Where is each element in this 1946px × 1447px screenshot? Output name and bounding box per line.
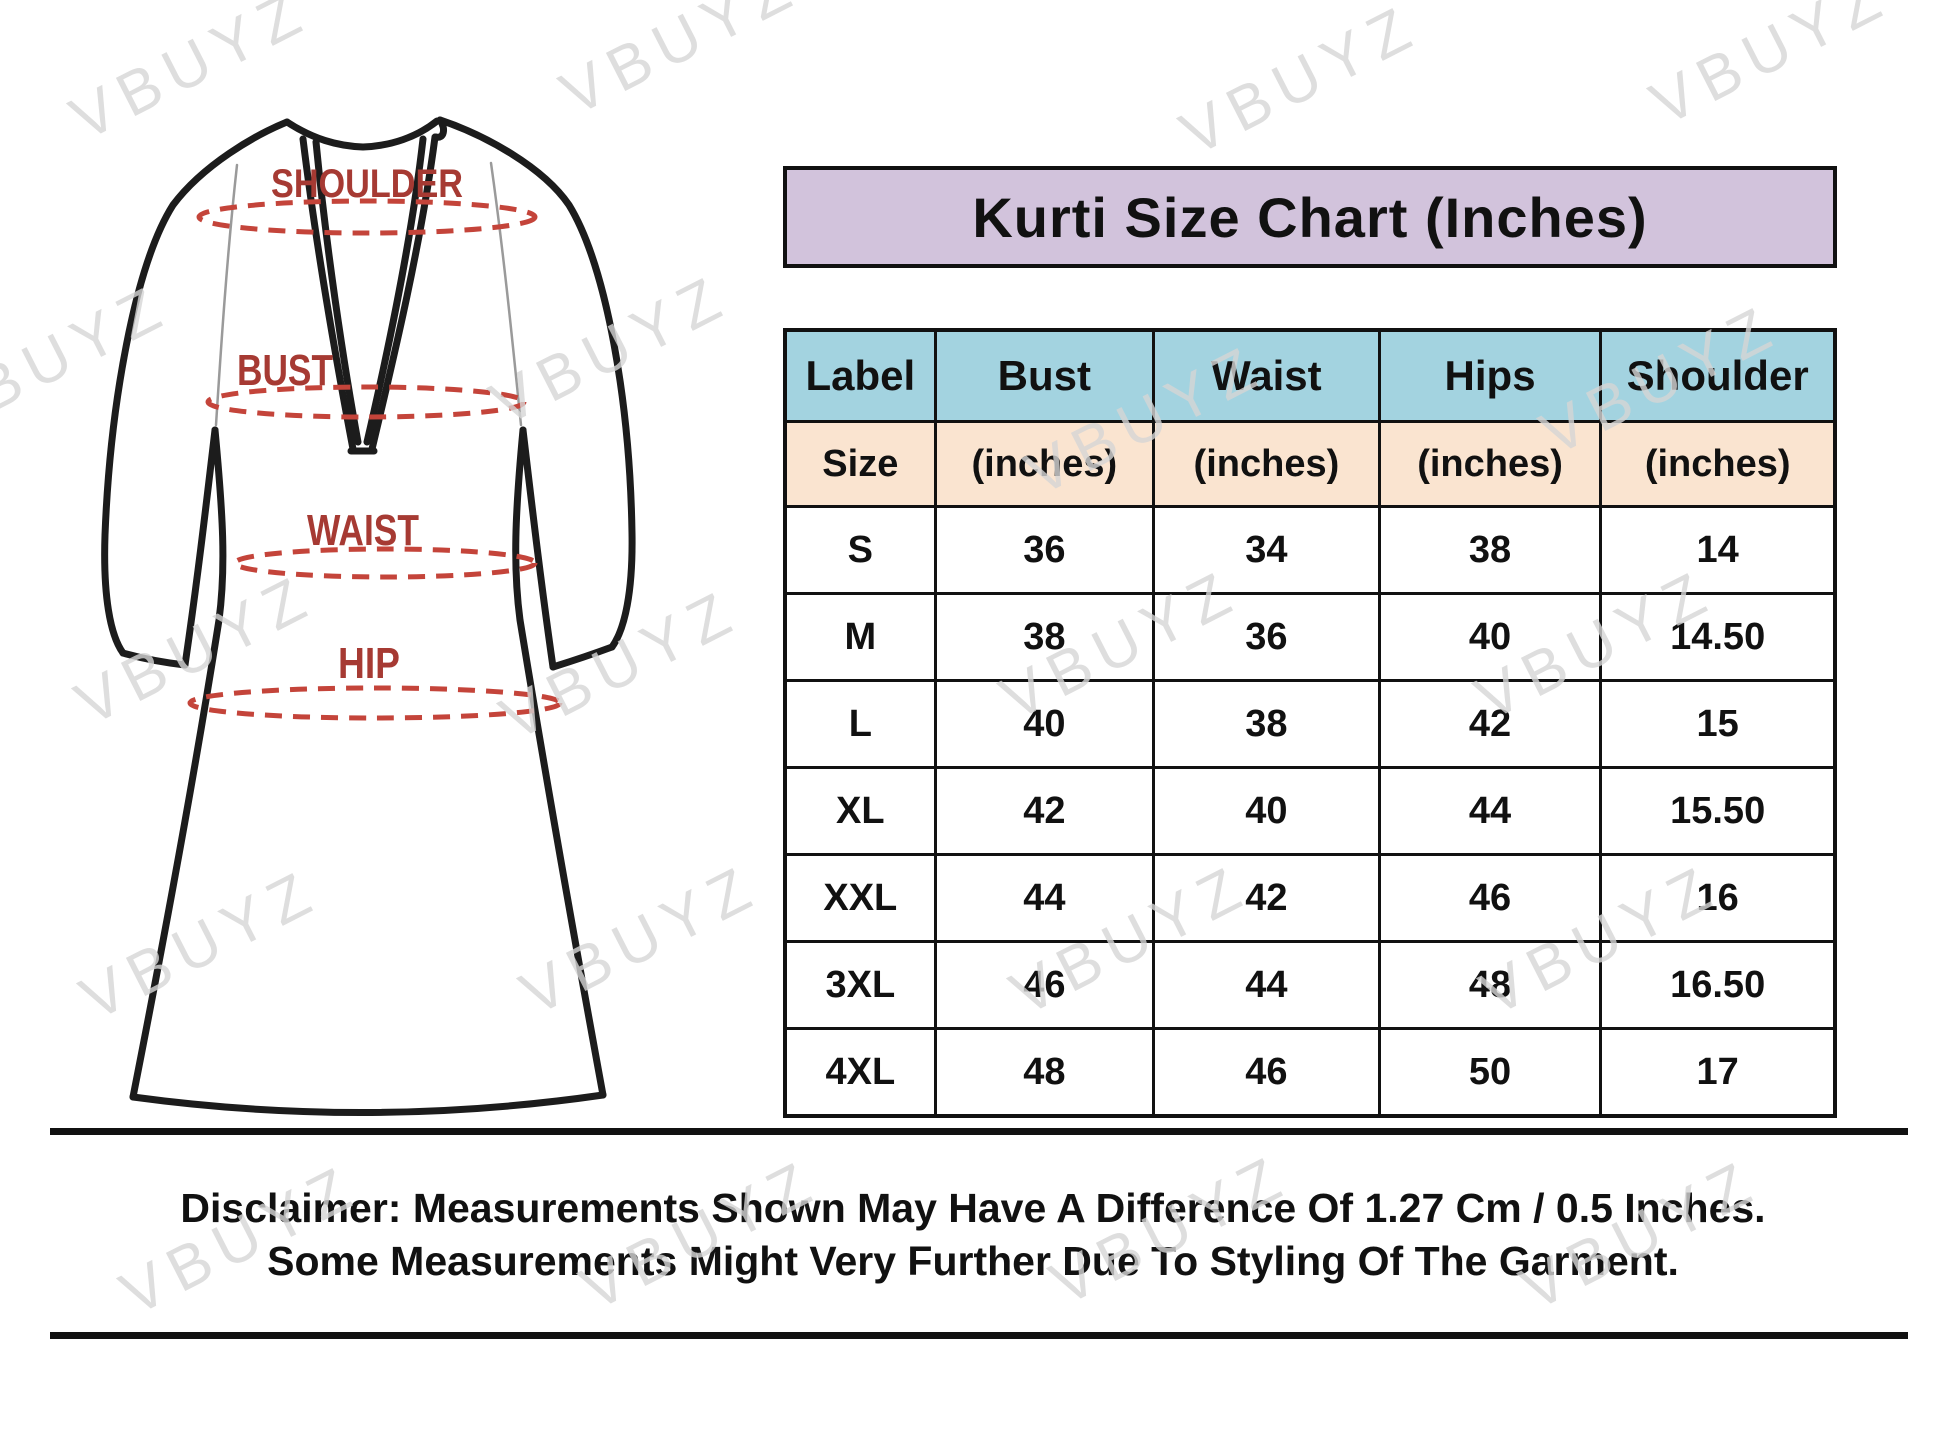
garment-left-inner-sleeve [181, 426, 219, 669]
cell-bust: 46 [933, 940, 1156, 1030]
shoulder-measure-line [196, 198, 538, 236]
cell-bust: 44 [933, 853, 1156, 943]
cell-waist: 36 [1152, 592, 1381, 682]
table-header-row: Label Bust Waist Hips Shoulder [783, 328, 1837, 423]
waist-measure-line [232, 546, 538, 580]
garment-slit-left-inner [312, 138, 362, 446]
cell-hips: 38 [1377, 505, 1603, 595]
units-bust: (inches) [933, 420, 1156, 508]
cell-waist: 38 [1152, 679, 1381, 769]
table-units-row: Size (inches) (inches) (inches) (inches) [783, 420, 1837, 508]
garment-left-sleeve-outline [101, 118, 291, 657]
cell-bust: 42 [933, 766, 1156, 856]
bust-label: BUST [237, 346, 333, 395]
cell-size: 3XL [783, 940, 937, 1030]
garment-left-body [129, 426, 227, 1101]
size-chart-table: Label Bust Waist Hips Shoulder Size (inc… [783, 328, 1837, 1118]
hip-measure-line [187, 685, 563, 721]
units-waist: (inches) [1152, 420, 1381, 508]
cell-hips: 44 [1377, 766, 1603, 856]
table-row-xl: XL 42 40 44 15.50 [783, 766, 1837, 856]
garment-hem [129, 1091, 607, 1116]
col-header-label: Label [783, 328, 937, 423]
cell-hips: 40 [1377, 592, 1603, 682]
table-row-3xl: 3XL 46 44 48 16.50 [783, 940, 1837, 1030]
chart-title: Kurti Size Chart (Inches) [972, 186, 1648, 249]
table-row-4xl: 4XL 48 46 50 17 [783, 1027, 1837, 1118]
shoulder-label: SHOULDER [271, 162, 463, 206]
cell-size: XXL [783, 853, 937, 943]
cell-shoulder: 16.50 [1599, 940, 1837, 1030]
cell-size: S [783, 505, 937, 595]
cell-waist: 42 [1152, 853, 1381, 943]
hip-label: HIP [338, 639, 400, 688]
cell-waist: 40 [1152, 766, 1381, 856]
col-header-hips: Hips [1377, 328, 1603, 423]
cell-shoulder: 15.50 [1599, 766, 1837, 856]
units-size: Size [783, 420, 937, 508]
cell-shoulder: 17 [1599, 1027, 1837, 1118]
garment-left-cuff [119, 649, 189, 669]
cell-hips: 50 [1377, 1027, 1603, 1118]
chart-title-box: Kurti Size Chart (Inches) [783, 166, 1837, 268]
cell-bust: 48 [933, 1027, 1156, 1118]
table-row-m: M 38 36 40 14.50 [783, 592, 1837, 682]
cell-size: L [783, 679, 937, 769]
col-header-bust: Bust [933, 328, 1156, 423]
col-header-waist: Waist [1152, 328, 1381, 423]
garment-right-cuff [549, 643, 616, 671]
cell-waist: 44 [1152, 940, 1381, 1030]
cell-waist: 34 [1152, 505, 1381, 595]
cell-bust: 36 [933, 505, 1156, 595]
waist-label: WAIST [307, 506, 419, 555]
garment-right-body [512, 426, 607, 1099]
disclaimer: Disclaimer: Measurements Shown May Have … [0, 1182, 1946, 1288]
cell-shoulder: 14.50 [1599, 592, 1837, 682]
vbuyz-watermark: VBUYZ [1169, 0, 1431, 170]
kurti-garment-diagram: SHOULDER BUST WAIST HIP [101, 116, 636, 1116]
cell-hips: 42 [1377, 679, 1603, 769]
cell-size: M [783, 592, 937, 682]
cell-bust: 40 [933, 679, 1156, 769]
divider-bottom [50, 1332, 1908, 1339]
cell-bust: 38 [933, 592, 1156, 682]
divider-top [50, 1128, 1908, 1135]
table-row-s: S 36 34 38 14 [783, 505, 1837, 595]
disclaimer-line-2: Some Measurements Might Very Further Due… [267, 1238, 1679, 1284]
garment-right-inner-sleeve [519, 426, 557, 671]
cell-size: 4XL [783, 1027, 937, 1118]
cell-size: XL [783, 766, 937, 856]
garment-right-sleeve-outline [436, 116, 636, 651]
cell-waist: 46 [1152, 1027, 1381, 1118]
bust-measure-line [205, 384, 527, 420]
units-shoulder: (inches) [1599, 420, 1837, 508]
cell-hips: 48 [1377, 940, 1603, 1030]
cell-hips: 46 [1377, 853, 1603, 943]
cell-shoulder: 15 [1599, 679, 1837, 769]
vbuyz-watermark: VBUYZ [1639, 0, 1901, 140]
disclaimer-line-1: Disclaimer: Measurements Shown May Have … [180, 1185, 1766, 1231]
table-row-xxl: XXL 44 42 46 16 [783, 853, 1837, 943]
table-row-l: L 40 38 42 15 [783, 679, 1837, 769]
garment-neckline [283, 117, 441, 151]
garment-slit-right-inner [363, 135, 427, 446]
col-header-shoulder: Shoulder [1599, 328, 1837, 423]
units-hips: (inches) [1377, 420, 1603, 508]
garment-left-seam [214, 163, 239, 427]
garment-right-seam [489, 161, 523, 427]
cell-shoulder: 16 [1599, 853, 1837, 943]
cell-shoulder: 14 [1599, 505, 1837, 595]
